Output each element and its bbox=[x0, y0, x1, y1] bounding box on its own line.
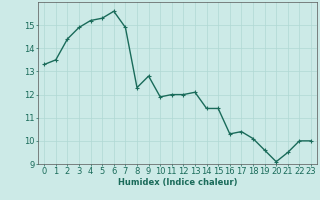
X-axis label: Humidex (Indice chaleur): Humidex (Indice chaleur) bbox=[118, 178, 237, 187]
